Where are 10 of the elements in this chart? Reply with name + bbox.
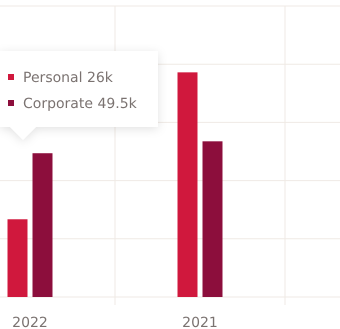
x-tick-label: 2021 xyxy=(182,315,218,329)
x-tick-label: 2022 xyxy=(12,315,48,329)
bar xyxy=(178,72,198,297)
annotation: 49.5k xyxy=(97,96,137,112)
bar xyxy=(202,141,222,297)
bar xyxy=(8,219,28,297)
legend-label: Personal xyxy=(23,70,83,86)
legend-label: Corporate xyxy=(23,96,93,112)
annotation: 26k xyxy=(86,70,113,86)
bar xyxy=(32,153,52,297)
